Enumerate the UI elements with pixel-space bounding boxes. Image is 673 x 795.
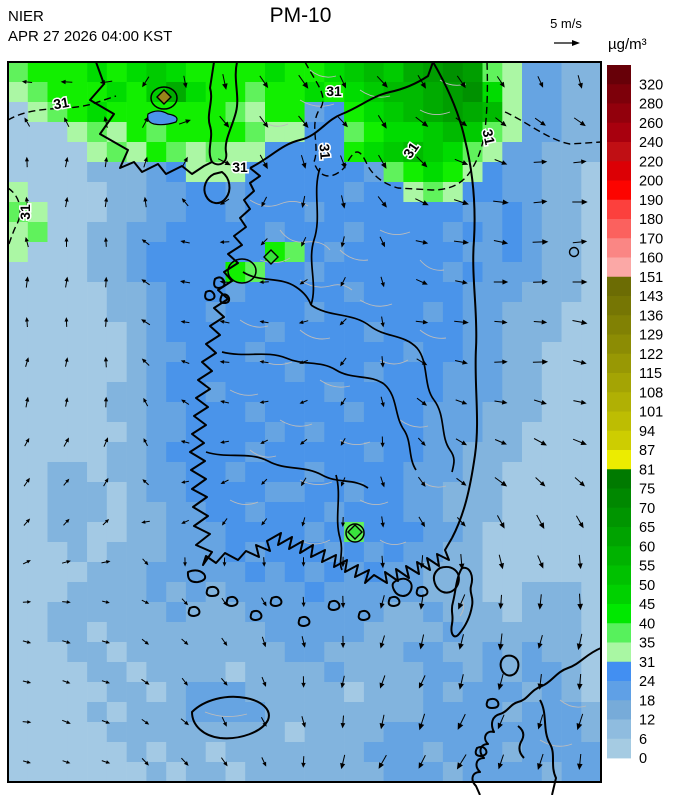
svg-text:115: 115 — [639, 366, 662, 382]
svg-text:31: 31 — [17, 204, 33, 220]
province-boundaries — [205, 167, 455, 571]
svg-text:81: 81 — [639, 462, 655, 478]
svg-text:160: 160 — [639, 251, 663, 267]
estuary-water — [147, 110, 178, 126]
svg-text:320: 320 — [639, 77, 663, 93]
svg-text:31: 31 — [316, 143, 333, 160]
wind-vector-arrows — [21, 73, 588, 770]
timestamp-label: APR 27 2026 04:00 KST — [8, 28, 173, 45]
svg-text:40: 40 — [639, 616, 655, 632]
svg-text:70: 70 — [639, 501, 655, 517]
svg-text:240: 240 — [639, 135, 663, 151]
svg-text:170: 170 — [639, 231, 663, 247]
contour-lines — [7, 61, 602, 247]
svg-text:60: 60 — [639, 539, 655, 555]
svg-text:180: 180 — [639, 212, 663, 228]
wind-scale-label: 5 m/s — [550, 16, 582, 31]
svg-text:35: 35 — [639, 636, 655, 652]
svg-text:136: 136 — [639, 308, 663, 324]
svg-text:200: 200 — [639, 174, 663, 190]
svg-text:260: 260 — [639, 116, 663, 132]
svg-text:31: 31 — [639, 655, 655, 671]
plot-title: PM-10 — [269, 4, 332, 27]
svg-text:143: 143 — [639, 289, 663, 305]
svg-text:55: 55 — [639, 559, 655, 575]
wind-scale-arrow — [554, 40, 580, 46]
source-label: NIER — [8, 8, 44, 25]
svg-text:6: 6 — [639, 732, 647, 748]
svg-text:151: 151 — [639, 270, 663, 286]
svg-text:129: 129 — [639, 328, 663, 344]
colorbar-legend: 3202802602402202001901801701601511431361… — [607, 65, 663, 767]
svg-text:12: 12 — [639, 713, 655, 729]
svg-text:31: 31 — [479, 128, 498, 147]
svg-text:280: 280 — [639, 97, 663, 113]
svg-text:31: 31 — [52, 94, 70, 112]
units-label: µg/m³ — [608, 36, 647, 53]
svg-text:45: 45 — [639, 597, 655, 613]
svg-text:18: 18 — [639, 693, 655, 709]
svg-text:31: 31 — [326, 83, 342, 99]
svg-text:122: 122 — [639, 347, 663, 363]
svg-text:65: 65 — [639, 520, 655, 536]
svg-text:87: 87 — [639, 443, 655, 459]
svg-text:101: 101 — [639, 405, 663, 421]
station-markers — [156, 89, 363, 540]
svg-text:108: 108 — [639, 385, 663, 401]
coastlines — [89, 61, 602, 795]
svg-text:31: 31 — [232, 159, 248, 175]
svg-text:24: 24 — [639, 674, 655, 690]
svg-text:190: 190 — [639, 193, 663, 209]
svg-text:75: 75 — [639, 482, 655, 498]
svg-text:0: 0 — [639, 751, 647, 767]
svg-text:220: 220 — [639, 154, 663, 170]
svg-text:50: 50 — [639, 578, 655, 594]
svg-text:94: 94 — [639, 424, 655, 440]
map-frame — [7, 61, 602, 783]
hotspot-contours — [150, 86, 365, 543]
county-boundaries — [204, 69, 587, 747]
